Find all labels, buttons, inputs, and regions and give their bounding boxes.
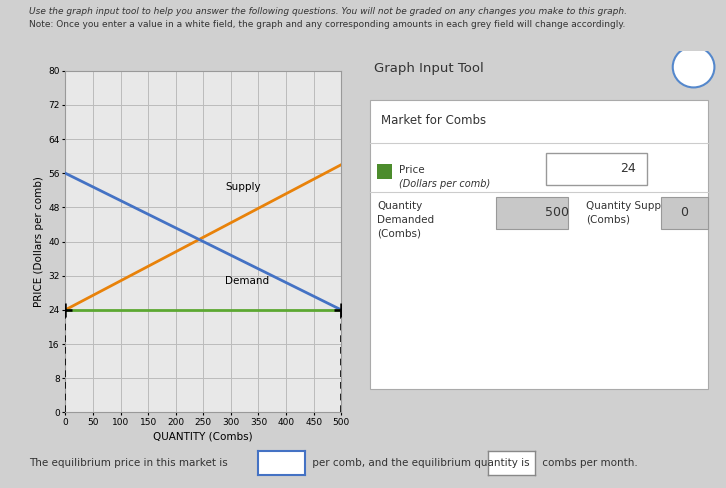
Text: combs per month.: combs per month. xyxy=(539,458,637,468)
Text: Graph Input Tool: Graph Input Tool xyxy=(374,62,484,75)
FancyBboxPatch shape xyxy=(496,197,568,229)
Text: (Dollars per comb): (Dollars per comb) xyxy=(399,180,490,189)
Text: 0: 0 xyxy=(680,206,688,220)
Y-axis label: PRICE (Dollars per comb): PRICE (Dollars per comb) xyxy=(34,176,44,307)
Circle shape xyxy=(673,47,714,87)
Text: Quantity: Quantity xyxy=(378,201,423,210)
Text: Quantity Supplied: Quantity Supplied xyxy=(586,201,680,210)
Text: Market for Combs: Market for Combs xyxy=(381,115,486,127)
FancyBboxPatch shape xyxy=(370,101,708,388)
Text: Use the graph input tool to help you answer the following questions. You will no: Use the graph input tool to help you ans… xyxy=(29,7,627,16)
Bar xyxy=(378,163,392,180)
Text: 500: 500 xyxy=(545,206,569,220)
Text: Demand: Demand xyxy=(225,276,269,286)
FancyBboxPatch shape xyxy=(661,197,708,229)
X-axis label: QUANTITY (Combs): QUANTITY (Combs) xyxy=(153,431,253,441)
Text: The equilibrium price in this market is: The equilibrium price in this market is xyxy=(29,458,231,468)
Text: (Combs): (Combs) xyxy=(586,215,629,224)
Text: (Combs): (Combs) xyxy=(378,229,421,239)
FancyBboxPatch shape xyxy=(546,153,647,185)
Text: per comb, and the equilibrium quantity is: per comb, and the equilibrium quantity i… xyxy=(309,458,533,468)
Text: Supply: Supply xyxy=(225,183,261,192)
Text: ?: ? xyxy=(690,61,697,74)
Text: Demanded: Demanded xyxy=(378,215,434,224)
Text: Price: Price xyxy=(399,165,425,175)
Text: 24: 24 xyxy=(620,163,636,176)
Text: Note: Once you enter a value in a white field, the graph and any corresponding a: Note: Once you enter a value in a white … xyxy=(29,20,625,29)
